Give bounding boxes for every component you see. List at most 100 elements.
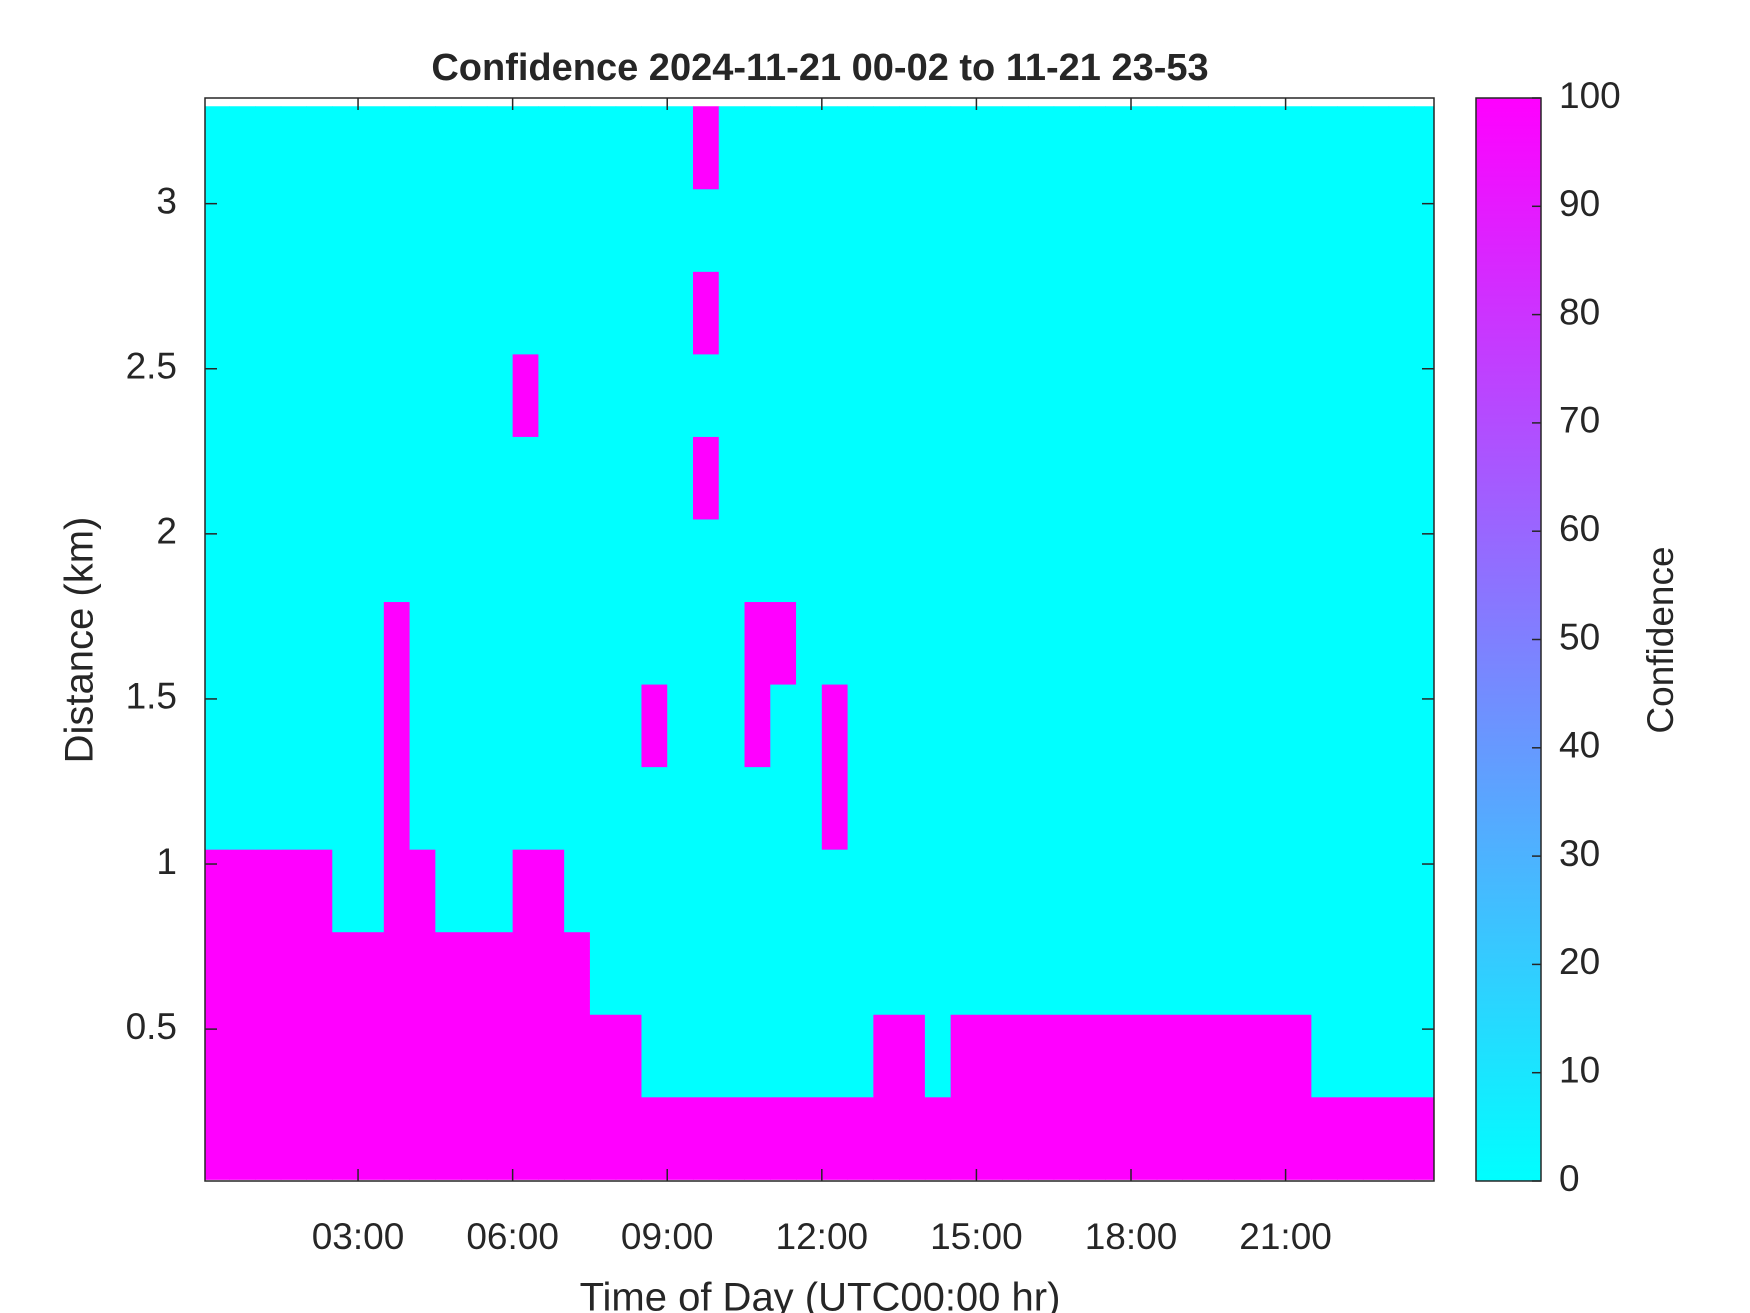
heatmap-cell — [1234, 1096, 1261, 1180]
heatmap-cell — [1362, 271, 1390, 355]
heatmap-cell — [796, 518, 823, 603]
heatmap-cell — [1362, 353, 1390, 437]
heatmap-cell — [254, 436, 282, 520]
heatmap-cell — [692, 766, 720, 850]
heatmap-cell — [615, 601, 642, 685]
heatmap-cell — [280, 601, 308, 685]
heatmap-cell — [205, 188, 230, 272]
heatmap-cell — [461, 931, 488, 1015]
heatmap-cell — [667, 601, 694, 685]
heatmap-cell — [718, 518, 746, 603]
heatmap-cell — [538, 1096, 565, 1180]
heatmap-cell — [615, 766, 642, 850]
heatmap-cell — [1002, 766, 1029, 850]
heatmap-cell — [718, 353, 746, 437]
heatmap-cell — [205, 271, 230, 355]
heatmap-cell — [667, 106, 694, 190]
heatmap-cell — [1362, 518, 1390, 603]
heatmap-cell — [589, 1096, 617, 1180]
x-axis-label: Time of Day (UTC00:00 hr) — [580, 1276, 1061, 1313]
heatmap-cell — [744, 188, 771, 272]
heatmap-cell — [538, 436, 565, 520]
heatmap-cell — [744, 1014, 771, 1098]
heatmap-cell — [1156, 271, 1184, 355]
heatmap-cell — [280, 106, 308, 190]
heatmap-cell — [1285, 518, 1312, 603]
heatmap-cell — [589, 271, 617, 355]
heatmap-cell — [873, 353, 900, 437]
heatmap-cell — [332, 1096, 359, 1180]
heatmap-cell — [1053, 188, 1080, 272]
heatmap-cell — [796, 188, 823, 272]
heatmap-cell — [564, 188, 591, 272]
heatmap-cell — [1259, 188, 1287, 272]
heatmap-cell — [1105, 601, 1132, 685]
heatmap-cell — [770, 766, 797, 850]
heatmap-cell — [899, 106, 926, 190]
heatmap-cell — [1182, 518, 1209, 603]
heatmap-cell — [1388, 766, 1415, 850]
heatmap-cell — [383, 518, 411, 603]
heatmap-cell — [254, 271, 282, 355]
heatmap-cell — [1002, 271, 1029, 355]
heatmap-cell — [461, 1096, 488, 1180]
heatmap-cell — [615, 684, 642, 768]
heatmap-cell — [435, 106, 462, 190]
heatmap-cell — [615, 106, 642, 190]
heatmap-cell — [1285, 188, 1312, 272]
heatmap-cell — [564, 931, 591, 1015]
heatmap-cell — [358, 601, 385, 685]
heatmap-cell — [692, 353, 720, 437]
heatmap-cell — [332, 518, 359, 603]
heatmap-cell — [564, 684, 591, 768]
heatmap-cell — [589, 353, 617, 437]
heatmap-cell — [1362, 1096, 1390, 1180]
heatmap-cell — [1027, 436, 1055, 520]
heatmap-cell — [1002, 849, 1029, 933]
heatmap-cell — [1234, 106, 1261, 190]
heatmap-cell — [976, 849, 1003, 933]
heatmap-cell — [1208, 353, 1235, 437]
heatmap-cell — [615, 849, 642, 933]
heatmap-cell — [512, 271, 539, 355]
heatmap-cell — [1131, 106, 1158, 190]
heatmap-cell — [229, 271, 256, 355]
heatmap-cell — [1053, 271, 1080, 355]
heatmap-cell — [1311, 436, 1338, 520]
heatmap-cell — [1259, 931, 1287, 1015]
heatmap-cell — [512, 849, 539, 933]
heatmap-cell — [873, 684, 900, 768]
heatmap-cell — [1388, 518, 1415, 603]
heatmap-cell — [512, 684, 539, 768]
heatmap-cell — [796, 436, 823, 520]
heatmap-cell — [564, 271, 591, 355]
heatmap-cell — [796, 1096, 823, 1180]
heatmap-cell — [718, 1096, 746, 1180]
heatmap-cell — [383, 601, 411, 685]
heatmap-cell — [589, 106, 617, 190]
heatmap-cell — [1053, 353, 1080, 437]
heatmap-cell — [409, 436, 436, 520]
heatmap-cell — [1234, 931, 1261, 1015]
heatmap-cell — [280, 1014, 308, 1098]
heatmap-cell — [1002, 518, 1029, 603]
heatmap-cell — [796, 849, 823, 933]
heatmap-cell — [718, 684, 746, 768]
heatmap-cell — [1156, 849, 1184, 933]
heatmap-cell — [512, 1014, 539, 1098]
heatmap-cell — [435, 931, 462, 1015]
heatmap-cell — [976, 518, 1003, 603]
heatmap-cell — [254, 931, 282, 1015]
heatmap-cell — [821, 849, 849, 933]
heatmap-cell — [692, 271, 720, 355]
heatmap-cell — [1362, 766, 1390, 850]
heatmap-cell — [1285, 766, 1312, 850]
heatmap-cell — [1414, 849, 1434, 933]
heatmap-cell — [254, 766, 282, 850]
heatmap-cell — [1259, 271, 1287, 355]
heatmap-cell — [1388, 931, 1415, 1015]
heatmap-cell — [873, 1014, 900, 1098]
heatmap-cell — [641, 353, 668, 437]
heatmap-cell — [796, 684, 823, 768]
heatmap-cell — [435, 1096, 462, 1180]
